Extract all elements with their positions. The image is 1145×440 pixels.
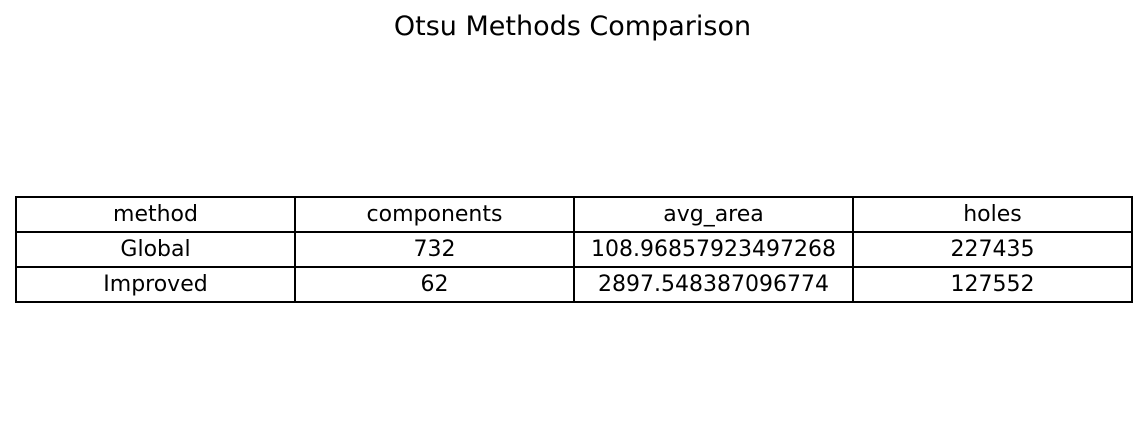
table-cell-components: 732 — [294, 231, 575, 268]
comparison-table: method components avg_area holes Global … — [15, 196, 1133, 303]
table-cell-avg-area: 108.96857923497268 — [573, 231, 854, 268]
column-header-components: components — [294, 196, 575, 233]
table-header-row: method components avg_area holes — [15, 196, 1133, 233]
comparison-table-container: method components avg_area holes Global … — [15, 196, 1133, 303]
table-cell-components: 62 — [294, 266, 575, 303]
table-cell-holes: 127552 — [852, 266, 1133, 303]
table-cell-holes: 227435 — [852, 231, 1133, 268]
chart-title: Otsu Methods Comparison — [393, 11, 752, 42]
table-cell-method: Improved — [15, 266, 296, 303]
table-row: Global 732 108.96857923497268 227435 — [15, 231, 1133, 268]
table-cell-method: Global — [15, 231, 296, 268]
column-header-avg-area: avg_area — [573, 196, 854, 233]
column-header-method: method — [15, 196, 296, 233]
table-cell-avg-area: 2897.548387096774 — [573, 266, 854, 303]
column-header-holes: holes — [852, 196, 1133, 233]
table-row: Improved 62 2897.548387096774 127552 — [15, 266, 1133, 303]
